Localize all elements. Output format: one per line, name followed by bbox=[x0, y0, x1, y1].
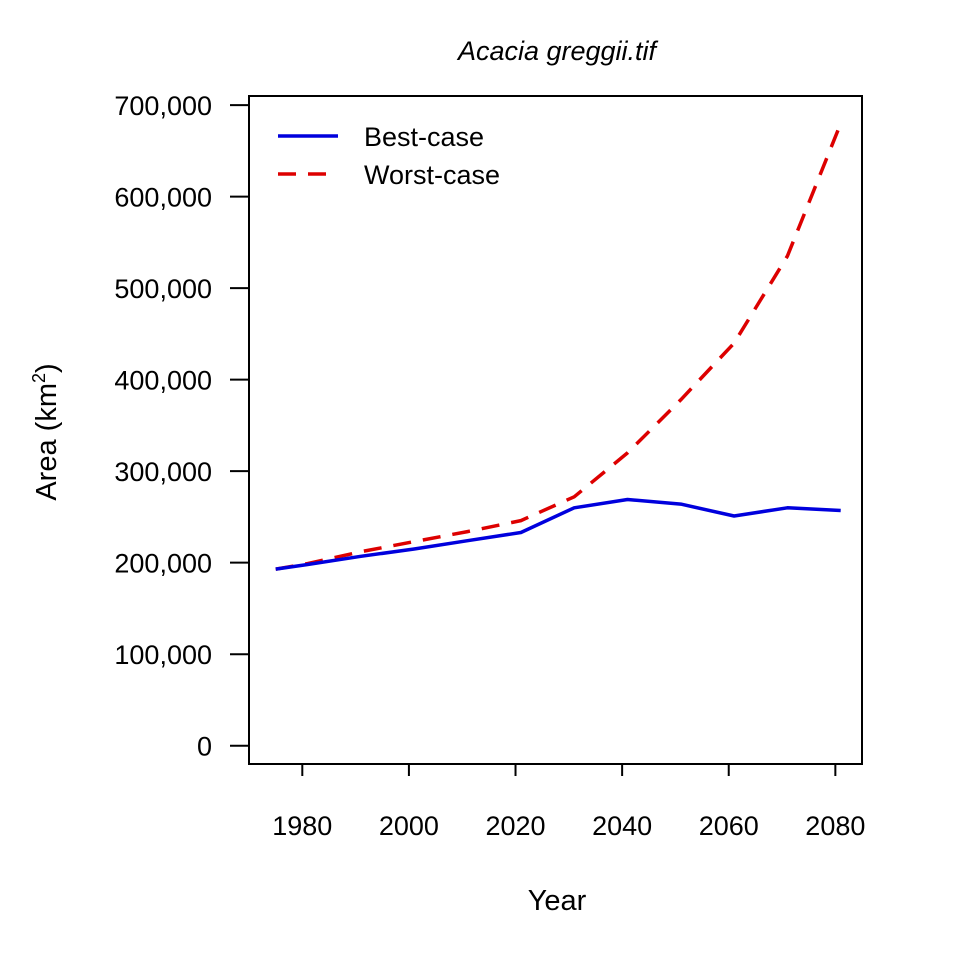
legend: Best-case Worst-case bbox=[278, 122, 500, 190]
y-axis-label-main: Area (km bbox=[31, 383, 63, 501]
x-tick-label: 1980 bbox=[272, 811, 332, 841]
x-tick-label: 2000 bbox=[379, 811, 439, 841]
y-tick-label: 500,000 bbox=[114, 274, 212, 304]
x-axis: 1980 2000 2020 2040 2060 2080 bbox=[272, 764, 865, 841]
x-tick-label: 2040 bbox=[592, 811, 652, 841]
legend-label-best-case: Best-case bbox=[364, 122, 484, 152]
legend-label-worst-case: Worst-case bbox=[364, 160, 500, 190]
y-tick-label: 0 bbox=[197, 732, 212, 762]
x-tick-label: 2060 bbox=[699, 811, 759, 841]
y-tick-label: 700,000 bbox=[114, 91, 212, 121]
y-tick-label: 200,000 bbox=[114, 549, 212, 579]
y-tick-label: 300,000 bbox=[114, 457, 212, 487]
chart-title: Acacia greggii.tif bbox=[456, 36, 659, 66]
series-line-best-case bbox=[275, 497, 841, 571]
x-tick-label: 2020 bbox=[485, 811, 545, 841]
y-tick-label: 100,000 bbox=[114, 640, 212, 670]
y-axis-label: Area (km2) bbox=[29, 363, 63, 500]
series-line-worst-case bbox=[275, 122, 843, 571]
series-layer bbox=[275, 122, 843, 571]
y-axis-label-superscript: 2 bbox=[29, 373, 49, 383]
x-tick-label: 2080 bbox=[805, 811, 865, 841]
y-tick-label: 600,000 bbox=[114, 183, 212, 213]
plot-frame bbox=[248, 95, 863, 765]
x-axis-label: Year bbox=[528, 885, 587, 917]
y-axis: 0 100,000 200,000 300,000 400,000 500,000 600,… bbox=[114, 91, 249, 762]
y-tick-label: 400,000 bbox=[114, 366, 212, 396]
y-axis-label-close: ) bbox=[31, 363, 63, 373]
